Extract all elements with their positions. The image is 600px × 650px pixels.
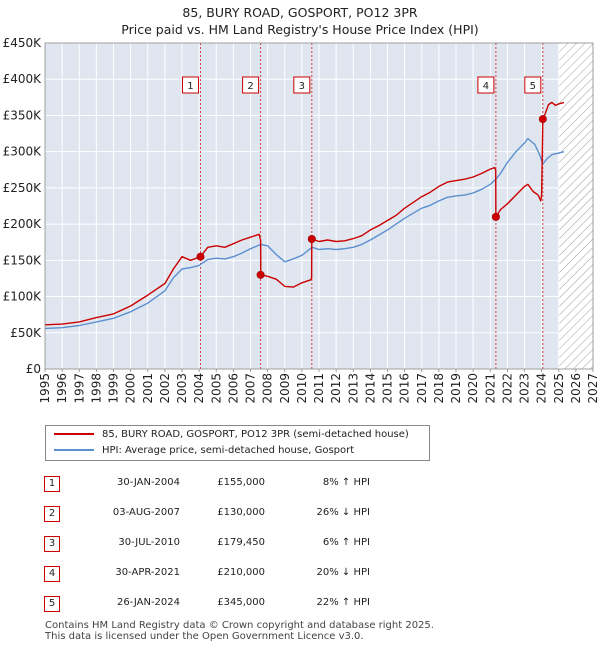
x-tick-label: 2001 (141, 373, 155, 404)
table-row: 2 03-AUG-2007 £130,000 26% ↓ HPI (40, 504, 400, 524)
x-tick-label: 2023 (518, 373, 532, 404)
x-tick-label: 1998 (89, 373, 103, 404)
x-tick-label: 2016 (398, 373, 412, 404)
sale-hpi-change: 22% ↑ HPI (316, 597, 370, 608)
x-tick-label: 2010 (295, 373, 309, 404)
chart-title-line1: 85, BURY ROAD, GOSPORT, PO12 3PR (182, 5, 418, 20)
x-tick-label: 2012 (329, 373, 343, 404)
x-tick-label: 2005 (209, 373, 223, 404)
sale-number: 2 (44, 506, 60, 522)
sale-point-3 (307, 234, 316, 243)
y-tick-label: £300K (3, 145, 43, 159)
chart-title-line2: Price paid vs. HM Land Registry's House … (121, 22, 479, 37)
footer-copyright: Contains HM Land Registry data © Crown c… (45, 620, 434, 631)
sale-point-5 (538, 115, 547, 124)
legend: 85, BURY ROAD, GOSPORT, PO12 3PR (semi-d… (45, 425, 430, 461)
x-tick-label: 1997 (72, 373, 86, 404)
x-tick-label: 2015 (381, 373, 395, 404)
legend-label-property: 85, BURY ROAD, GOSPORT, PO12 3PR (semi-d… (102, 429, 409, 440)
y-tick-label: £200K (3, 217, 43, 231)
sale-point-1 (196, 252, 205, 261)
sale-price: £155,000 (217, 477, 265, 488)
y-tick-label: £50K (10, 326, 42, 340)
x-tick-label: 2017 (415, 373, 429, 404)
sale-price: £345,000 (217, 597, 265, 608)
table-row: 5 26-JAN-2024 £345,000 22% ↑ HPI (40, 594, 400, 614)
legend-item-hpi: HPI: Average price, semi-detached house,… (54, 443, 354, 459)
sale-date: 26-JAN-2024 (116, 597, 180, 608)
sale-hpi-change: 26% ↓ HPI (316, 507, 370, 518)
y-tick-label: £150K (3, 253, 43, 267)
x-tick-label: 2026 (569, 373, 583, 404)
x-tick-label: 2022 (500, 373, 514, 404)
sale-date: 30-JAN-2004 (116, 477, 180, 488)
sale-label-box-5 (524, 76, 542, 94)
sale-date: 30-APR-2021 (115, 567, 180, 578)
sale-label-4: 4 (483, 81, 489, 92)
sale-point-4 (491, 212, 500, 221)
y-tick-label: £350K (3, 108, 43, 122)
x-tick-label: 2009 (278, 373, 292, 404)
x-tick-label: 1995 (38, 373, 52, 404)
sale-number: 5 (44, 596, 60, 612)
chart-title: 85, BURY ROAD, GOSPORT, PO12 3PR Price p… (0, 4, 600, 38)
sale-hpi-change: 6% ↑ HPI (322, 537, 370, 548)
sale-point-2 (256, 270, 265, 279)
hpi-line (44, 137, 565, 330)
sale-label-box-3 (293, 76, 311, 94)
x-tick-label: 2021 (483, 373, 497, 404)
sale-price: £130,000 (217, 507, 265, 518)
table-row: 3 30-JUL-2010 £179,450 6% ↑ HPI (40, 534, 400, 554)
sale-date: 30-JUL-2010 (118, 537, 180, 548)
price-chart: 1 2 3 4 5 £0 £50K £100K £150K £200K £250K £300K £350… (3, 36, 600, 404)
y-tick-label: £450K (3, 36, 43, 50)
sale-price: £210,000 (217, 567, 265, 578)
x-tick-label: 2004 (192, 373, 206, 404)
x-tick-label: 2003 (175, 373, 189, 404)
sale-number: 1 (44, 476, 60, 492)
footer-licence: This data is licensed under the Open Gov… (45, 631, 364, 642)
y-tick-label: £0 (26, 362, 41, 376)
sale-date: 03-AUG-2007 (112, 507, 180, 518)
x-tick-label: 2002 (158, 373, 172, 404)
x-tick-label: 1999 (107, 373, 121, 404)
legend-swatch-hpi (54, 449, 94, 451)
sale-label-1: 1 (187, 81, 193, 92)
x-tick-label: 2008 (261, 373, 275, 404)
sale-label-box-4 (477, 76, 495, 94)
table-row: 4 30-APR-2021 £210,000 20% ↓ HPI (40, 564, 400, 584)
x-tick-label: 2019 (449, 373, 463, 404)
footer: Contains HM Land Registry data © Crown c… (45, 620, 434, 642)
y-tick-label: £100K (3, 290, 43, 304)
x-tick-label: 2007 (244, 373, 258, 404)
x-tick-label: 2025 (552, 373, 566, 404)
y-tick-label: £250K (3, 181, 43, 195)
x-tick-label: 2006 (226, 373, 240, 404)
sale-label-3: 3 (299, 81, 305, 92)
x-tick-label: 2011 (312, 373, 326, 404)
x-tick-label: 2000 (124, 373, 138, 404)
x-tick-label: 2020 (466, 373, 480, 404)
x-tick-label: 2018 (432, 373, 446, 404)
legend-label-hpi: HPI: Average price, semi-detached house,… (102, 445, 355, 456)
sale-label-2: 2 (247, 81, 253, 92)
sale-label-box-2 (242, 76, 260, 94)
forecast-region (558, 43, 593, 369)
legend-item-property: 85, BURY ROAD, GOSPORT, PO12 3PR (semi-d… (54, 427, 409, 443)
sale-label-box-1 (181, 76, 199, 94)
sale-price: £179,450 (217, 537, 265, 548)
table-row: 1 30-JAN-2004 £155,000 8% ↑ HPI (40, 474, 400, 494)
x-tick-label: 2013 (346, 373, 360, 404)
sale-hpi-change: 20% ↓ HPI (316, 567, 370, 578)
x-tick-label: 1996 (55, 373, 69, 404)
sale-number: 4 (44, 566, 60, 582)
x-tick-label: 2024 (535, 373, 549, 404)
x-tick-label: 2014 (363, 373, 377, 404)
y-tick-label: £400K (3, 72, 43, 86)
sale-hpi-change: 8% ↑ HPI (322, 477, 370, 488)
sale-label-5: 5 (530, 81, 536, 92)
sale-number: 3 (44, 536, 60, 552)
legend-swatch-property (54, 433, 94, 435)
x-tick-label: 2027 (586, 373, 600, 404)
